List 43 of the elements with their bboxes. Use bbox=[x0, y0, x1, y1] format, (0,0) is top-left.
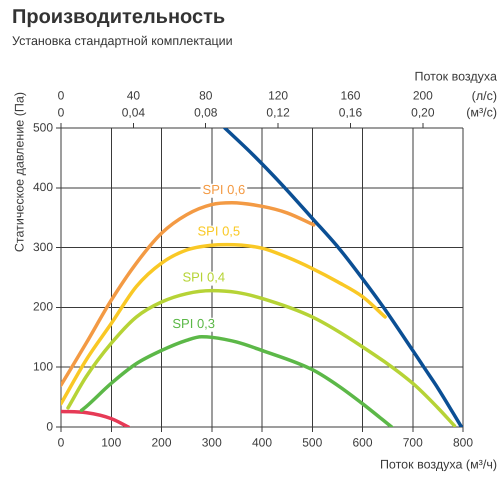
line-series bbox=[61, 201, 316, 387]
x2-tick-label: 80 bbox=[199, 88, 213, 103]
x-tick-label: 600 bbox=[352, 436, 373, 450]
x-tick-label: 300 bbox=[202, 436, 222, 450]
text: (л/с) bbox=[472, 88, 497, 103]
series-label: SPI 0,4 bbox=[182, 270, 226, 285]
text: (м³/с) bbox=[466, 106, 497, 120]
x-tick-label: 200 bbox=[151, 436, 172, 450]
x-tick-label: 700 bbox=[402, 436, 424, 450]
chart-subtitle: Установка стандартной комплектации bbox=[12, 34, 233, 48]
y-tick-label: 500 bbox=[32, 120, 54, 134]
y-tick-label: 100 bbox=[32, 360, 54, 374]
text: 0 bbox=[58, 105, 65, 120]
text: 0,08 bbox=[194, 105, 218, 120]
x2-axis-title: Поток воздуха bbox=[414, 69, 498, 84]
y-axis-title: Статическое давление (Па) bbox=[12, 92, 26, 252]
text: 0,04 bbox=[122, 105, 146, 120]
line-series bbox=[80, 334, 394, 427]
x2-tick-label: 40 bbox=[126, 88, 140, 103]
x-tick-label: 100 bbox=[101, 436, 122, 450]
x-tick-label: 0 bbox=[58, 436, 65, 450]
x-tick-label: 800 bbox=[452, 436, 474, 450]
x2-tick-label: 160 bbox=[340, 88, 361, 103]
series-label: SPI 0,6 bbox=[202, 182, 246, 197]
x-axis-title: Поток воздуха (м³/ч) bbox=[380, 457, 497, 472]
line-series bbox=[66, 288, 456, 427]
x2-tick-label: 200 bbox=[412, 88, 434, 103]
chart-title: Производительность bbox=[12, 6, 226, 29]
series-label: SPI 0,5 bbox=[198, 224, 240, 239]
text: 0,12 bbox=[266, 105, 290, 120]
y-tick-label: 400 bbox=[32, 180, 54, 194]
line-series bbox=[61, 410, 130, 427]
y-tick-label: 200 bbox=[32, 300, 54, 314]
line-series bbox=[61, 242, 387, 406]
x-tick-label: 500 bbox=[302, 436, 323, 450]
x2-tick-label: 0 bbox=[58, 88, 65, 103]
x-tick-label: 400 bbox=[252, 436, 272, 450]
text: 0,16 bbox=[338, 105, 362, 120]
y-tick-label: 300 bbox=[32, 240, 54, 254]
y-tick-label: 0 bbox=[46, 419, 54, 434]
x2-tick-label: 120 bbox=[268, 88, 288, 103]
series-label: SPI 0,3 bbox=[172, 316, 216, 331]
text: 0,20 bbox=[411, 105, 435, 120]
